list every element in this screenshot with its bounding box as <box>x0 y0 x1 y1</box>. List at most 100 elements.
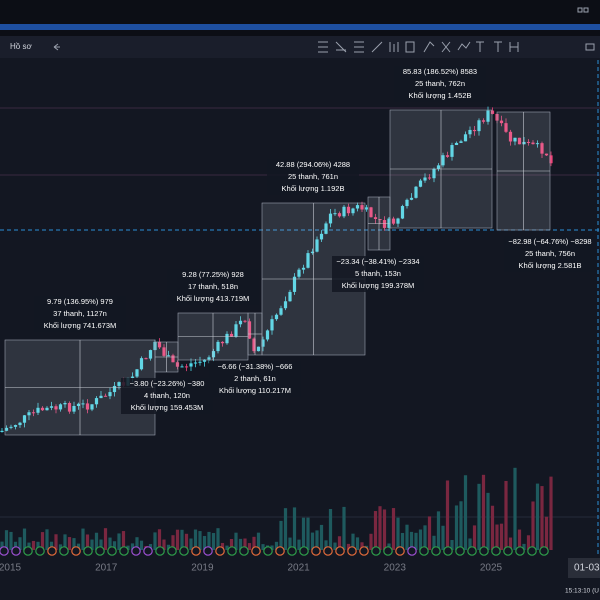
candle-body <box>225 333 229 344</box>
candle-body <box>355 205 360 209</box>
volume-bar <box>526 535 531 550</box>
volume-bar <box>288 537 292 550</box>
candle-body <box>4 427 9 431</box>
time-axis <box>0 558 600 600</box>
volume-bar <box>216 528 220 550</box>
volume-bar <box>117 533 121 550</box>
measure-label: 25 thanh, 761n <box>288 172 338 181</box>
event-marker <box>431 546 441 556</box>
volume-bar <box>180 529 184 550</box>
volume-bar <box>454 505 459 550</box>
candle-body <box>22 415 27 423</box>
volume-bar <box>315 530 319 550</box>
clock: 15:13:10 (U <box>565 588 599 595</box>
candle-body <box>108 392 112 397</box>
measure-label-bg <box>34 296 126 332</box>
volume-bar <box>414 532 418 550</box>
volume-bar <box>36 541 40 550</box>
candle-body <box>0 430 4 432</box>
volume-bar <box>9 531 13 550</box>
candle-body <box>346 206 351 214</box>
candle-body <box>301 267 306 270</box>
volume-bar <box>445 480 450 550</box>
volume-bar <box>184 533 189 550</box>
event-marker <box>95 546 105 556</box>
volume-bar <box>346 543 351 550</box>
measure-label: 42.88 (294.06%) 4288 <box>276 160 350 169</box>
volume-bar <box>261 544 265 550</box>
volume-bar <box>495 524 499 550</box>
year-label: 2015 <box>0 563 22 574</box>
event-marker <box>239 546 249 556</box>
event-marker <box>263 546 273 556</box>
event-marker <box>215 546 225 556</box>
volume-bar <box>202 536 207 550</box>
candle-body <box>463 134 468 142</box>
event-marker <box>323 546 333 556</box>
cursor-date-box <box>568 558 600 578</box>
volume-bar <box>508 537 513 550</box>
candle-body <box>549 155 553 164</box>
volume-bar <box>306 517 310 550</box>
measure-label: Khối lượng 159.453M <box>131 403 203 412</box>
measure-label-bg <box>394 66 486 102</box>
candle-body <box>454 142 459 146</box>
volume-bar <box>400 532 405 550</box>
candle-body <box>391 218 396 224</box>
candle-body <box>36 407 40 413</box>
event-marker <box>479 546 489 556</box>
candle-body <box>369 207 373 218</box>
measure-label-bg <box>332 256 424 292</box>
event-marker <box>467 546 477 556</box>
volume-bar <box>139 540 144 550</box>
volume-bar <box>121 531 126 550</box>
event-marker <box>527 546 537 556</box>
volume-bar <box>283 508 288 550</box>
candle-body <box>378 219 382 221</box>
volume-bar <box>274 541 279 550</box>
candle-body <box>9 426 13 428</box>
event-marker <box>251 546 261 556</box>
volume-bar <box>166 544 171 550</box>
candle-body <box>117 382 121 386</box>
year-label: 2023 <box>384 563 407 574</box>
volume-bar <box>67 537 72 550</box>
toolbar <box>0 36 600 58</box>
candle-body <box>396 218 400 224</box>
volume-bar <box>81 528 85 550</box>
volume-bar <box>225 545 229 550</box>
candle-body <box>400 206 405 219</box>
volume-bar <box>481 474 486 550</box>
candle-body <box>468 129 472 135</box>
volume-bar <box>319 524 324 550</box>
volume-bar <box>220 542 225 550</box>
event-marker <box>311 546 321 556</box>
volume-bar <box>373 511 378 550</box>
volume-bar <box>297 539 301 550</box>
volume-bar <box>490 505 495 550</box>
measure-label: Khối lượng 110.217M <box>219 386 291 395</box>
volume-bar <box>171 535 175 550</box>
measure-label: Khối lượng 2.581B <box>519 261 582 270</box>
candle-body <box>180 366 184 368</box>
candle-body <box>189 363 193 367</box>
top-bar <box>0 0 600 24</box>
volume-bar <box>94 532 99 550</box>
candle-body <box>220 341 225 344</box>
volume-bar <box>355 537 360 550</box>
candle-body <box>162 347 166 356</box>
volume-bar <box>324 540 328 550</box>
event-marker <box>443 546 453 556</box>
event-marker <box>503 546 513 556</box>
event-marker <box>347 546 357 556</box>
volume-bar <box>49 541 54 550</box>
volume-bar <box>423 525 427 550</box>
volume-bar <box>409 531 414 550</box>
measure-label: −3.80 (−23.26%) −380 <box>130 379 205 388</box>
volume-bar <box>130 543 135 550</box>
volume-bar <box>540 486 544 550</box>
candle-body <box>472 129 477 132</box>
profile-menu[interactable]: Hồ sơ <box>10 42 32 51</box>
volume-bar <box>112 541 117 550</box>
volume-bar <box>13 541 18 550</box>
